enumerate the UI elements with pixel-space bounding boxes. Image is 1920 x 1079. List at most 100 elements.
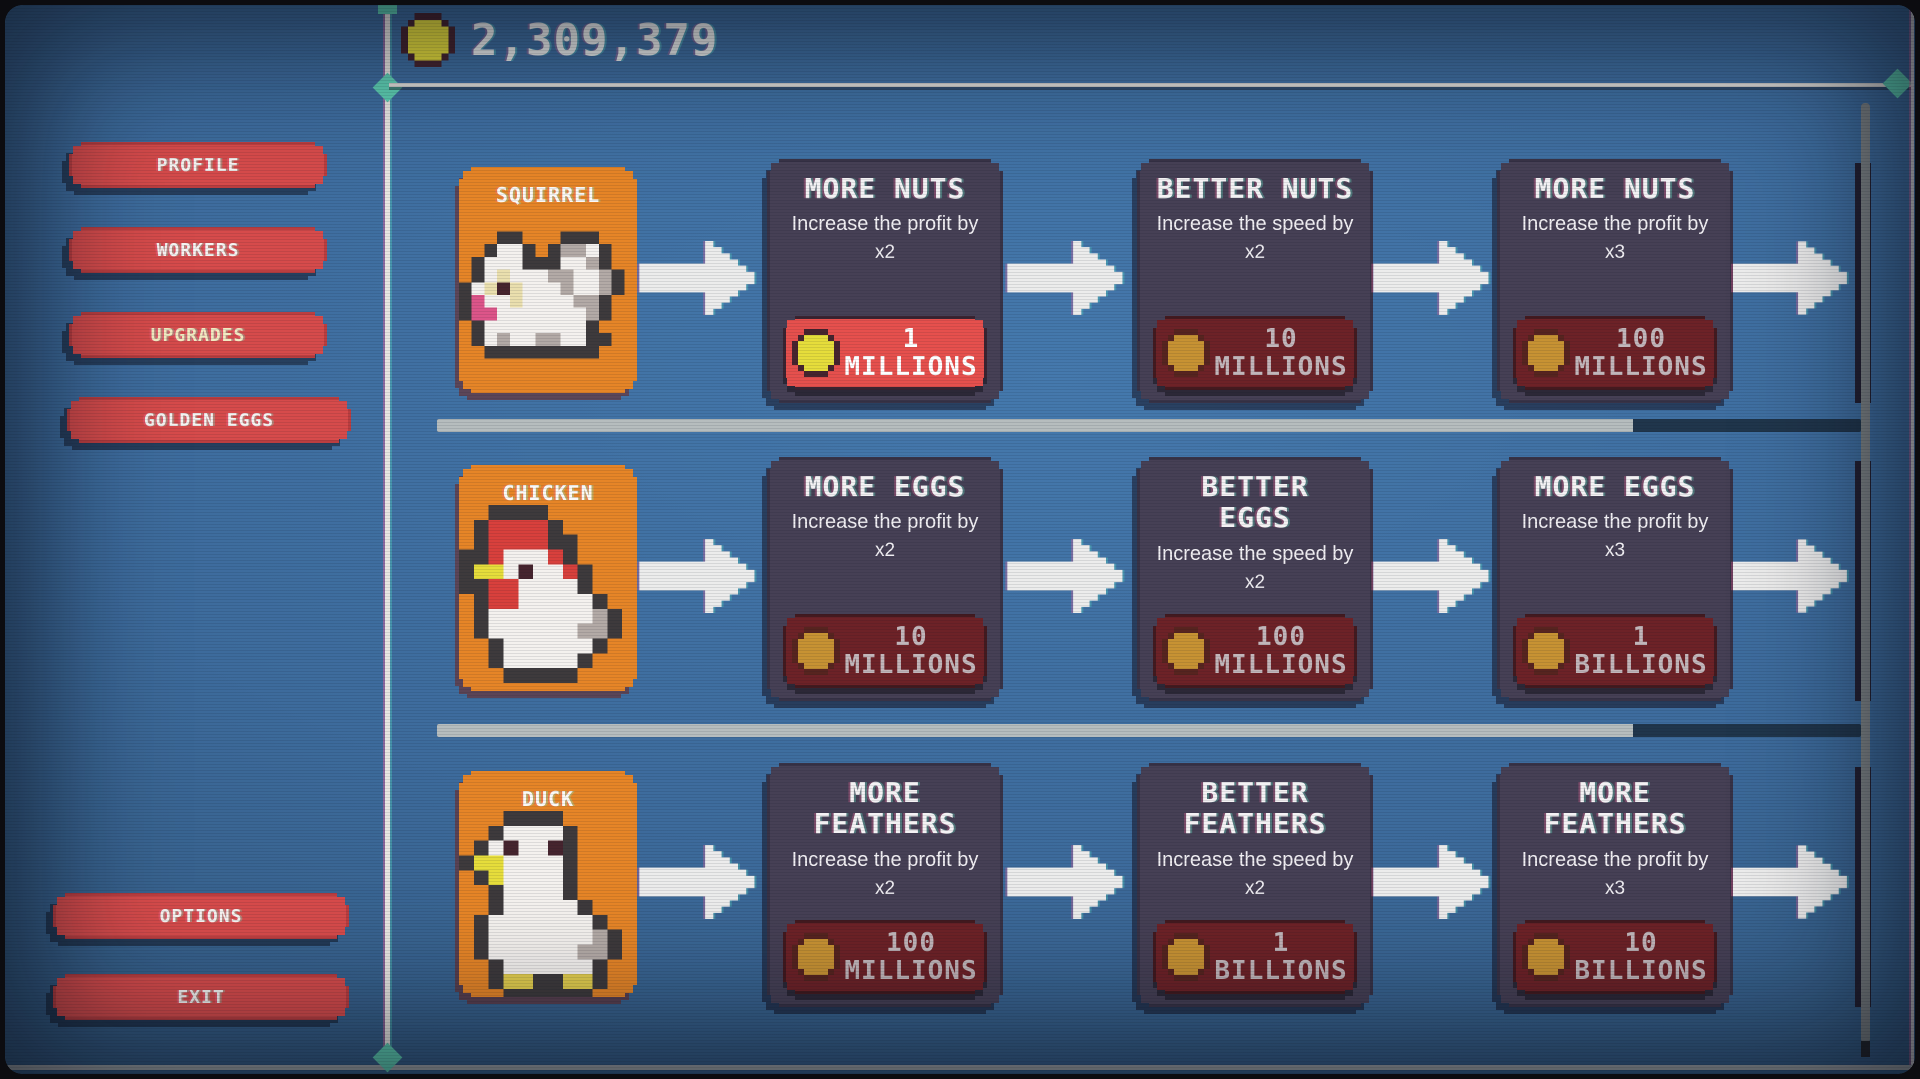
arrow-right-icon [1733,539,1855,613]
animal-card-duck: DUCK [459,771,637,997]
buy-button[interactable]: 100 MILLIONS [783,920,987,994]
upgrade-title: MORE NUTS [1534,172,1696,205]
panel-bottom-border [5,1065,1915,1070]
arrow-right-icon [639,845,763,919]
cost-value: 100 [1616,323,1666,354]
border-cap-decoration [378,5,397,14]
sidebar-button-options[interactable]: OPTIONS [53,893,349,939]
cost-unit: MILLIONS [844,650,978,680]
upgrade-multiplier: x3 [1604,540,1626,562]
button-label: EXIT [177,986,225,1008]
cost-unit: MILLIONS [1574,352,1708,382]
upgrade-card-more-feathers-2[interactable]: MORE FEATHERS Increase the profit by x3 … [1497,763,1733,1007]
buy-button[interactable]: 10 MILLIONS [783,614,987,688]
upgrade-description: Increase the profit by [791,511,979,534]
coin-icon [1162,329,1210,377]
buy-button[interactable]: 10 BILLIONS [1513,920,1717,994]
buy-button[interactable]: 1 BILLIONS [1513,614,1717,688]
upgrade-title: BETTER EGGS [1201,470,1309,535]
animal-card-chicken: CHICKEN [459,465,637,691]
animal-name: SQUIRREL [495,183,601,207]
arrow-right-icon [1733,241,1855,315]
buy-button[interactable]: 100 MILLIONS [1513,316,1717,390]
upgrade-title: MORE EGGS [1534,470,1696,503]
upgrade-multiplier: x2 [1244,571,1266,593]
upgrade-description: Increase the speed by [1156,542,1354,565]
duck-icon [459,811,637,1014]
upgrade-row-duck: DUCK MORE FEATHERS Increase the profit b… [5,761,1915,1013]
progress-divider [437,419,1861,432]
arrow-right-icon [1007,241,1131,315]
upgrade-card-more-feathers-1[interactable]: MORE FEATHERS Increase the profit by x2 … [767,763,1003,1007]
upgrade-title: MORE EGGS [804,470,966,503]
upgrade-title: MORE FEATHERS [1543,776,1687,841]
upgrade-multiplier: x3 [1604,877,1626,899]
upgrade-title: MORE NUTS [804,172,966,205]
progress-fill [437,724,1634,737]
progress-fill [437,419,1634,432]
upgrade-card-more-eggs-1[interactable]: MORE EGGS Increase the profit by x2 10 MI… [767,457,1003,701]
animal-card-squirrel: SQUIRREL [459,167,637,393]
squirrel-icon [459,207,637,393]
arrow-right-icon [1373,539,1497,613]
cost-value: 10 [1264,323,1298,354]
arrow-right-icon [1373,241,1497,315]
arrow-right-icon [1733,845,1855,919]
cost-value: 100 [1256,621,1306,652]
buy-button[interactable]: 1 BILLIONS [1153,920,1357,994]
buy-button[interactable]: 10 MILLIONS [1153,316,1357,390]
upgrade-multiplier: x2 [874,242,896,264]
cost-value: 10 [1624,927,1658,958]
upgrade-card-more-nuts-1[interactable]: MORE NUTS Increase the profit by x2 1 MIL… [767,159,1003,403]
upgrade-multiplier: x2 [874,540,896,562]
balance-amount: 2,309,379 [471,14,719,66]
upgrade-card-more-eggs-2[interactable]: MORE EGGS Increase the profit by x3 1 BIL… [1497,457,1733,701]
coin-icon [1522,933,1570,981]
cost-value: 1 [1632,621,1650,652]
upgrade-description: Increase the speed by [1156,213,1354,236]
sidebar-button-workers[interactable]: WORKERS [69,227,327,273]
button-label: OPTIONS [159,905,243,927]
upgrade-row-squirrel: SQUIRREL MORE NUTS Increase the profit b… [5,157,1915,409]
cost-unit: MILLIONS [844,352,978,382]
arrow-right-icon [639,539,763,613]
arrow-right-icon [639,241,763,315]
scrollbar-tip [1861,1041,1870,1057]
upgrade-description: Increase the profit by [791,848,979,871]
animal-name: CHICKEN [502,481,594,505]
progress-divider [437,724,1861,737]
buy-button[interactable]: 100 MILLIONS [1153,614,1357,688]
upgrade-card-more-nuts-2[interactable]: MORE NUTS Increase the profit by x3 100 M… [1497,159,1733,403]
panel-left-border [385,5,390,1063]
upgrade-card-better-nuts[interactable]: BETTER NUTS Increase the speed by x2 10 M… [1137,159,1373,403]
upgrade-card-better-feathers[interactable]: BETTER FEATHERS Increase the speed by x2… [1137,763,1373,1007]
cost-value: 1 [902,323,920,354]
arrow-right-icon [1007,539,1131,613]
panel-right-border [1911,5,1914,1074]
sidebar-button-exit[interactable]: EXIT [53,974,349,1020]
upgrade-card-better-eggs[interactable]: BETTER EGGS Increase the speed by x2 100… [1137,457,1373,701]
buy-button[interactable]: 1 MILLIONS [783,316,987,390]
coin-icon [1522,329,1570,377]
upgrade-multiplier: x2 [874,877,896,899]
animal-name: DUCK [521,787,575,811]
upgrade-description: Increase the profit by [791,213,979,236]
upgrade-description: Increase the profit by [1521,511,1709,534]
cost-unit: MILLIONS [1214,352,1348,382]
upgrade-title: BETTER NUTS [1156,172,1354,205]
upgrade-multiplier: x2 [1244,877,1266,899]
diamond-decoration [1882,68,1913,99]
cost-unit: MILLIONS [844,956,978,986]
arrow-right-icon [1007,845,1131,919]
scrollbar[interactable] [1861,103,1870,1043]
coin-icon [401,13,455,67]
arrow-right-icon [1373,845,1497,919]
sidebar-button-upgrades[interactable]: UPGRADES [69,312,327,358]
button-label: PROFILE [156,154,240,176]
panel-top-border [389,83,1913,87]
cost-value: 100 [886,927,936,958]
cost-unit: MILLIONS [1214,650,1348,680]
button-label: GOLDEN EGGS [143,409,275,431]
sidebar-button-golden-eggs[interactable]: GOLDEN EGGS [67,397,351,443]
sidebar-button-profile[interactable]: PROFILE [69,142,327,188]
